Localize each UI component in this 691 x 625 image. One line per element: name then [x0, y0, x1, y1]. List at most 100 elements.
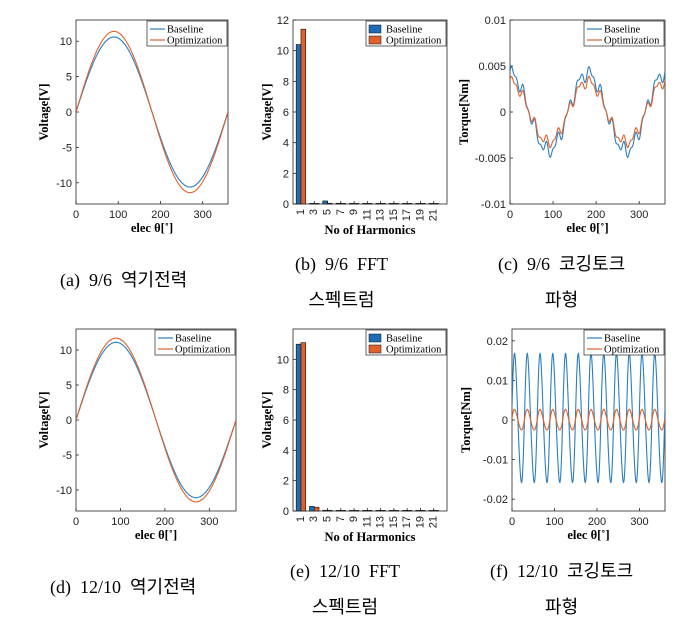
bar-baseline — [348, 203, 355, 205]
legend-swatch — [368, 35, 382, 45]
bar-optimization — [313, 203, 320, 205]
y-tick-label: 0 — [500, 107, 506, 119]
y-tick-label: 10 — [60, 36, 72, 48]
legend-label: Baseline — [604, 25, 640, 36]
y-tick-label: 6 — [283, 415, 289, 427]
legend-swatch — [368, 24, 382, 34]
bar-optimization — [340, 203, 346, 205]
legend-label: Optimization — [604, 36, 660, 47]
series-line-optimization — [510, 75, 665, 149]
bar-optimization — [433, 203, 439, 205]
x-tick-label: 9 — [348, 516, 360, 522]
bar-optimization — [327, 202, 333, 205]
x-tick-label: 13 — [375, 516, 387, 528]
x-tick-label: 19 — [414, 209, 426, 221]
bar-baseline — [309, 203, 315, 205]
x-axis-label: elec θ[˚] — [567, 528, 609, 542]
x-tick-label: 100 — [109, 209, 127, 221]
bar-baseline — [295, 44, 302, 205]
x-tick-label: 3 — [308, 209, 320, 215]
bar-optimization — [367, 510, 373, 512]
bar-baseline — [415, 203, 421, 205]
series-line-optimization — [76, 30, 228, 194]
legend-label: Baseline — [386, 25, 422, 36]
bar-baseline — [375, 203, 381, 205]
chart-4: 10 5 0 -5 -10 0 100 200 300 elec θ[˚] Voltage[V] Ba… — [37, 328, 237, 542]
y-tick-label: 0 — [66, 415, 72, 427]
y-tick-label: 4 — [283, 445, 289, 457]
x-tick-label: 100 — [544, 209, 562, 221]
series-line-optimization — [76, 337, 236, 503]
plot-area — [292, 328, 448, 512]
y-tick-label: 0 — [283, 506, 289, 518]
bar-optimization — [313, 506, 320, 512]
series-line-optimization — [512, 408, 665, 431]
x-tick-label: 19 — [414, 516, 426, 528]
subfigure-caption: (a) 9/6 역기전력 — [60, 270, 188, 290]
x-tick-label: 21 — [428, 516, 440, 528]
y-tick-label: 5 — [66, 380, 72, 392]
x-tick-label: 21 — [428, 209, 440, 221]
legend-box — [154, 329, 236, 356]
bar-baseline — [362, 510, 368, 512]
bar-optimization — [367, 203, 373, 205]
bar-baseline — [402, 203, 408, 205]
bar-optimization — [406, 510, 413, 512]
x-tick-label: 7 — [335, 516, 347, 522]
x-tick-label: 15 — [388, 209, 400, 221]
y-axis-label: Torque[Nm] — [457, 79, 471, 145]
x-axis-label: elec θ[˚] — [566, 221, 608, 235]
x-tick-label: 15 — [388, 516, 400, 528]
y-axis-label: Voltage[V] — [37, 83, 51, 140]
x-axis-label: No of Harmonics — [325, 530, 416, 544]
y-tick-label: -0.01 — [483, 455, 508, 467]
legend-label: Optimization — [175, 345, 231, 356]
legend-label: Optimization — [386, 36, 442, 47]
y-tick-label: 0 — [502, 415, 508, 427]
x-tick-label: 300 — [200, 516, 218, 528]
y-tick-label: 0.01 — [487, 375, 508, 387]
y-tick-label: -0.01 — [481, 199, 506, 211]
subfigure-caption: (b) 9/6 FFT 스펙트럼 — [295, 254, 389, 310]
legend-box — [146, 20, 228, 47]
y-tick-label: 0 — [66, 107, 72, 119]
y-tick-label: 10 — [60, 345, 72, 357]
y-axis-label: Voltage[V] — [260, 391, 274, 448]
x-tick-label: 17 — [401, 209, 413, 221]
x-tick-label: 200 — [151, 209, 169, 221]
x-tick-label: 200 — [587, 209, 605, 221]
y-axis-label: Torque[Nm] — [459, 387, 473, 453]
y-tick-label: 10 — [277, 46, 289, 58]
y-tick-label: 2 — [283, 476, 289, 488]
chart-1: 10 5 0 -5 -10 0 100 200 300 elec θ[˚] Voltage[V] Ba… — [37, 19, 229, 235]
bar-baseline — [335, 510, 342, 512]
x-tick-label: 1 — [295, 516, 307, 522]
x-tick-label: 0 — [73, 209, 79, 221]
x-tick-label: 300 — [630, 516, 648, 528]
bar-optimization — [406, 203, 413, 205]
x-tick-label: 200 — [156, 516, 174, 528]
x-axis-label: elec θ[˚] — [135, 528, 177, 542]
bar-baseline — [348, 510, 355, 512]
y-tick-label: 5 — [66, 72, 72, 84]
y-axis-label: Voltage[V] — [37, 391, 51, 448]
legend-swatch — [368, 333, 382, 343]
bar-baseline — [322, 509, 328, 512]
plot-area — [292, 19, 448, 205]
bar-baseline — [428, 510, 435, 512]
x-tick-label: 0 — [507, 209, 513, 221]
bar-baseline — [309, 506, 315, 512]
legend-label: Optimization — [386, 345, 442, 356]
y-axis-label: Voltage[V] — [260, 83, 274, 140]
legend-label: Optimization — [604, 345, 660, 356]
legend-label: Baseline — [604, 334, 640, 345]
legend-swatch — [368, 344, 382, 354]
bar-optimization — [353, 510, 360, 512]
bar-optimization — [420, 203, 426, 205]
series-line-baseline — [512, 352, 665, 484]
x-tick-label: 0 — [509, 516, 515, 528]
y-tick-label: -10 — [56, 178, 72, 190]
legend-box — [583, 20, 665, 47]
